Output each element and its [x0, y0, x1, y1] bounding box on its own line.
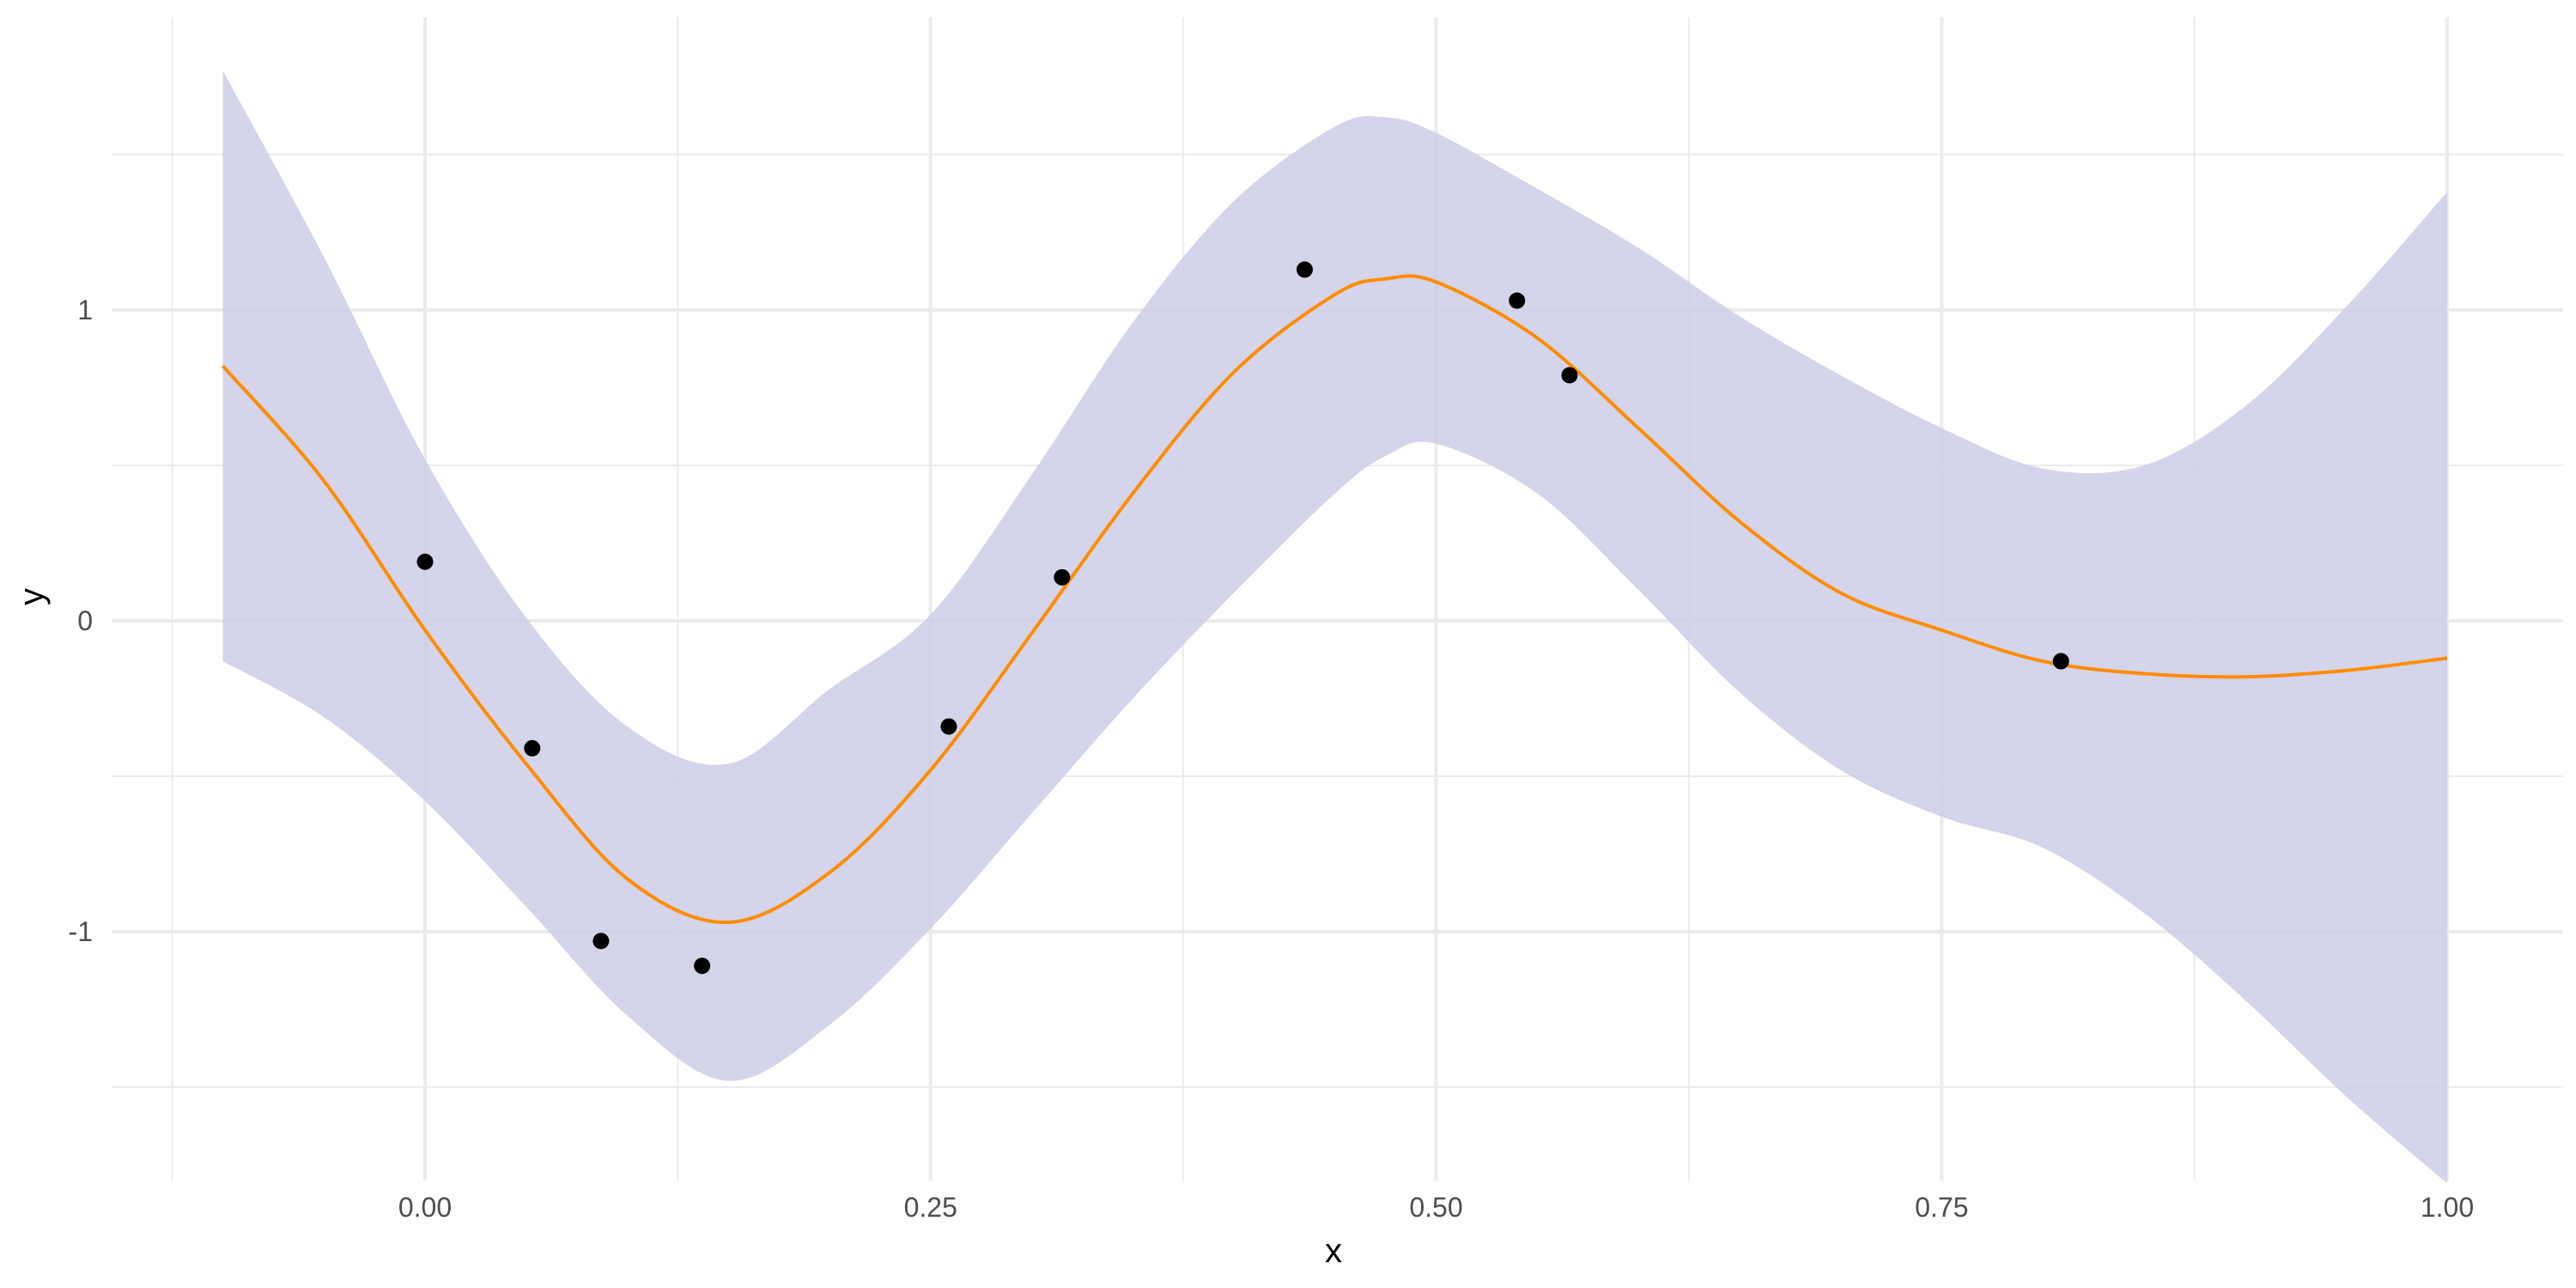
data-point [1509, 292, 1526, 309]
y-tick-label: 1 [77, 295, 93, 325]
y-tick-label: -1 [69, 916, 93, 947]
fitted-line [221, 274, 2448, 925]
data-point [524, 739, 541, 756]
data-point [694, 957, 711, 975]
fitted-line-layer [221, 274, 2448, 925]
x-tick-label: 0.75 [1915, 1192, 1968, 1223]
data-point [940, 718, 957, 735]
confidence-band [222, 70, 2447, 1184]
x-axis-title: x [1325, 1232, 1342, 1270]
x-tick-label: 0.25 [904, 1192, 957, 1223]
data-points-layer [416, 261, 2069, 975]
data-point [1054, 568, 1071, 586]
x-tick-label: 0.00 [398, 1192, 452, 1223]
data-point [592, 933, 610, 950]
x-tick-label: 1.00 [2421, 1192, 2474, 1223]
x-axis-ticks: 0.00 0.25 0.50 0.75 1.00 [398, 1192, 2474, 1223]
y-axis-ticks: -1 0 1 [69, 295, 93, 947]
data-point [1561, 367, 1578, 384]
data-point [1296, 261, 1313, 278]
y-tick-label: 0 [77, 605, 93, 636]
x-tick-label: 0.50 [1409, 1192, 1462, 1223]
data-point [416, 553, 434, 570]
confidence-band-layer [222, 70, 2447, 1184]
data-point [2052, 653, 2069, 670]
y-axis-title: y [13, 588, 51, 605]
